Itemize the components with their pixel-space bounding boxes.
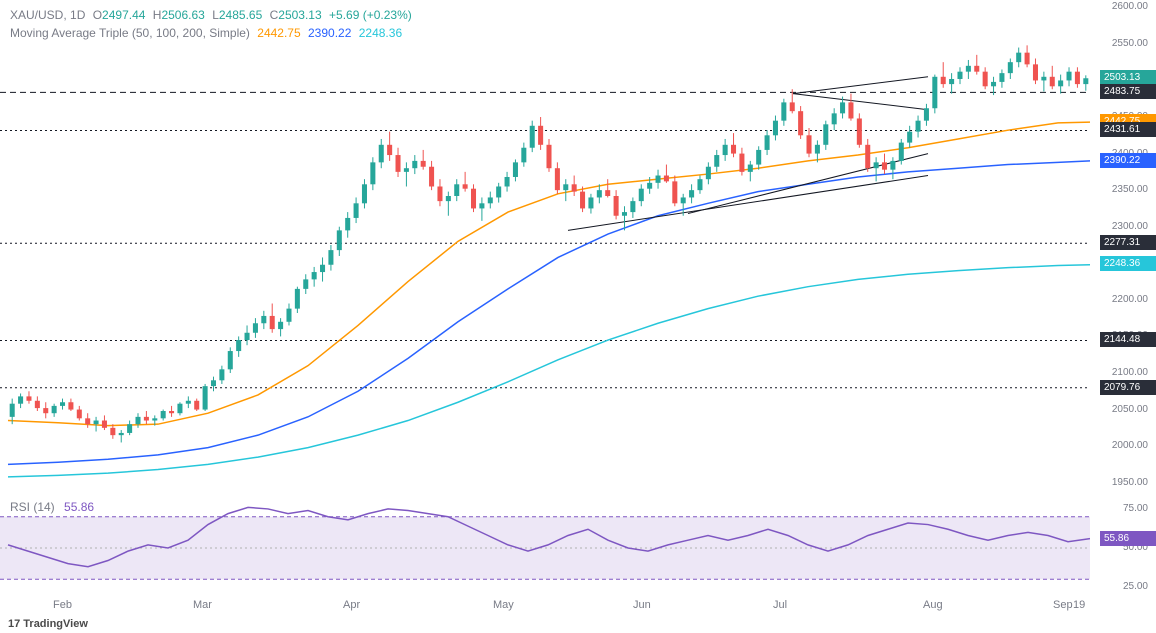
x-tick: Feb	[53, 599, 72, 611]
x-axis: Feb Mar Apr May Jun Jul Aug Sep19	[0, 599, 1090, 615]
rsi-header: RSI (14) 55.86	[10, 500, 94, 514]
price-badge: 2248.36	[1100, 256, 1156, 271]
x-tick: Jul	[773, 599, 787, 611]
rsi-value: 55.86	[64, 500, 94, 514]
ma200-value: 2248.36	[359, 26, 402, 40]
low-value: 2485.65	[219, 8, 262, 22]
ma50-value: 2442.75	[257, 26, 300, 40]
ma100-value: 2390.22	[308, 26, 351, 40]
x-tick: May	[493, 599, 514, 611]
interval: 1D	[70, 8, 85, 22]
price-badge: 2483.75	[1100, 84, 1156, 99]
x-tick: Jun	[633, 599, 651, 611]
x-tick: 19	[1073, 599, 1085, 611]
price-badge: 2431.61	[1100, 122, 1156, 137]
price-badge: 2390.22	[1100, 153, 1156, 168]
x-tick: Sep	[1053, 599, 1073, 611]
chart-header: XAU/USD, 1D O2497.44 H2506.63 L2485.65 C…	[10, 6, 412, 42]
close-value: 2503.13	[278, 8, 321, 22]
tradingview-watermark: 17 TradingView	[8, 618, 88, 630]
open-value: 2497.44	[102, 8, 145, 22]
symbol: XAU/USD	[10, 8, 63, 22]
rsi-value-badge: 55.86	[1100, 531, 1156, 546]
x-tick: Aug	[923, 599, 943, 611]
price-badge: 2503.13	[1100, 70, 1156, 85]
high-value: 2506.63	[161, 8, 204, 22]
price-badge: 2144.48	[1100, 332, 1156, 347]
rsi-label-text: RSI (14)	[10, 500, 55, 514]
x-tick: Apr	[343, 599, 360, 611]
price-badges: 2503.132483.752442.752431.612390.222277.…	[1090, 0, 1156, 490]
change-value: +5.69	[329, 8, 359, 22]
chart-container[interactable]: XAU/USD, 1D O2497.44 H2506.63 L2485.65 C…	[0, 0, 1156, 633]
x-tick: Mar	[193, 599, 212, 611]
price-badge: 2277.31	[1100, 235, 1156, 250]
ma-label: Moving Average Triple (50, 100, 200, Sim…	[10, 26, 250, 40]
rsi-badge: 55.86	[1090, 498, 1156, 598]
price-badge: 2079.76	[1100, 380, 1156, 395]
rsi-chart[interactable]	[0, 498, 1090, 598]
change-pct: (+0.23%)	[363, 8, 412, 22]
price-chart[interactable]	[0, 0, 1090, 490]
